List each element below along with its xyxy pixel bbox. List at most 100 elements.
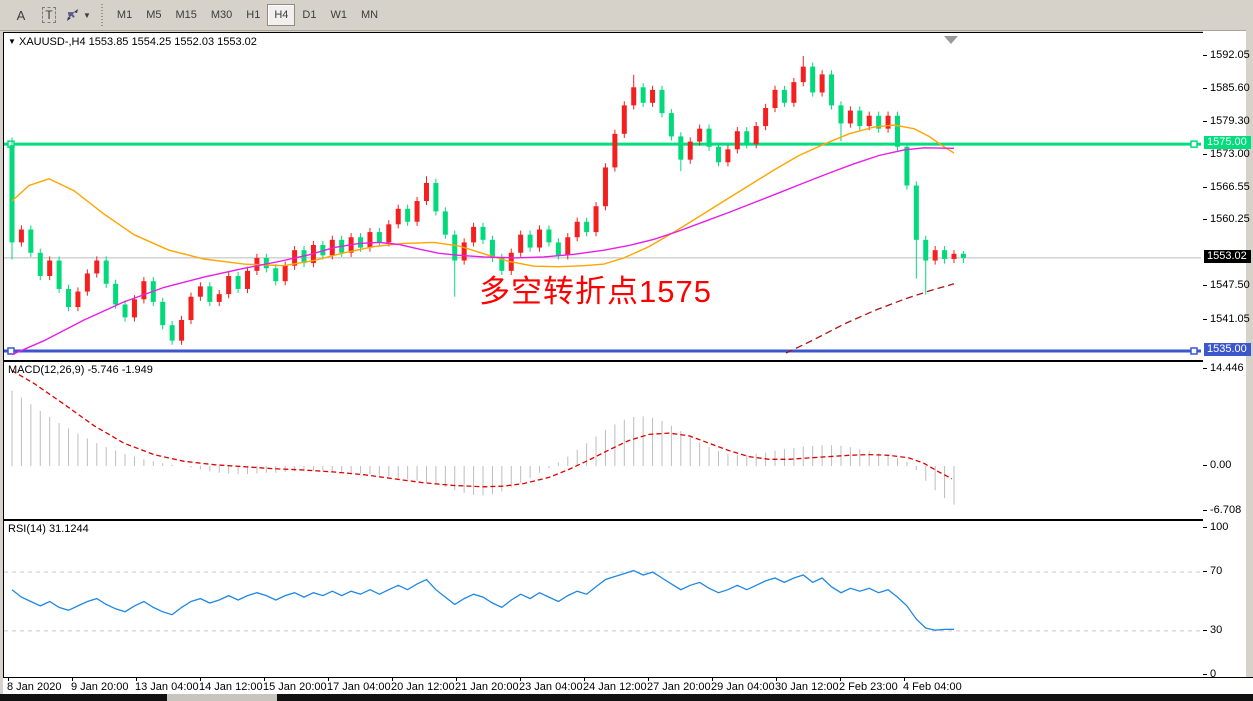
- chart-shift-marker-icon: [944, 36, 958, 44]
- time-tick-mark: [904, 678, 905, 681]
- macd-tick-mark: [1203, 368, 1207, 369]
- time-tick-mark: [328, 678, 329, 681]
- time-tick-mark: [264, 678, 265, 681]
- time-tick-mark: [72, 678, 73, 681]
- current-price-badge: 1553.02: [1204, 249, 1251, 263]
- macd-canvas[interactable]: [4, 362, 1201, 517]
- rsi-tick-30: 30: [1210, 623, 1223, 636]
- timeframe-button-m1[interactable]: M1: [116, 9, 133, 21]
- ma-orange-line: [11, 124, 955, 268]
- scrollbar-thumb[interactable]: [167, 694, 277, 701]
- rsi-panel[interactable]: [3, 520, 1204, 679]
- price-tick-mark: [1203, 318, 1207, 320]
- macd-tick--6.708: -6.708: [1210, 504, 1242, 517]
- price-tick-1566.55: 1566.55: [1210, 180, 1250, 193]
- price-tick-1585.60: 1585.60: [1210, 82, 1250, 95]
- time-label: 23 Jan 04:00: [519, 681, 583, 693]
- time-tick-mark: [840, 678, 841, 681]
- price-tick-1560.25: 1560.25: [1210, 213, 1250, 226]
- price-chart-canvas[interactable]: [4, 33, 1201, 358]
- rsi-label: RSI(14) 31.1244: [8, 523, 89, 535]
- price-tick-1579.30: 1579.30: [1210, 114, 1250, 127]
- time-label: 17 Jan 04:00: [327, 681, 391, 693]
- timeframe-button-d1[interactable]: D1: [302, 9, 317, 21]
- price-chart-panel[interactable]: [3, 32, 1204, 361]
- rsi-tick-mark: [1203, 571, 1207, 573]
- rsi-tick-mark: [1203, 527, 1207, 528]
- rsi-canvas[interactable]: [4, 521, 1201, 676]
- time-label: 21 Jan 20:00: [455, 681, 519, 693]
- timeframe-toolbar: M1 M5 M15 M30 H1 H4 D1 W1 MN: [110, 4, 385, 26]
- text-label-tool-button[interactable]: A: [16, 7, 26, 23]
- chart-annotation-text[interactable]: 多空转折点1575: [479, 274, 712, 309]
- time-label: 20 Jan 12:00: [391, 681, 455, 693]
- resistance-line-1575[interactable]: [4, 140, 1201, 148]
- price-tick-mark: [1203, 120, 1207, 122]
- time-label: 14 Jan 12:00: [199, 681, 263, 693]
- timeframe-button-mn[interactable]: MN: [360, 9, 379, 21]
- time-label: 2 Feb 23:00: [839, 681, 898, 693]
- rsi-tick-70: 70: [1210, 565, 1223, 578]
- ma-darkred-line: [785, 283, 955, 354]
- rsi-tick-mark: [1203, 674, 1207, 675]
- time-tick-mark: [200, 678, 201, 681]
- time-tick-mark: [712, 678, 713, 681]
- time-tick-mark: [392, 678, 393, 681]
- timeframe-button-h1[interactable]: H1: [246, 9, 261, 21]
- text-tool-icon: T: [42, 7, 56, 23]
- time-tick-mark: [584, 678, 585, 681]
- price-tick-mark: [1203, 186, 1207, 188]
- rsi-tick-0: 0: [1210, 668, 1217, 680]
- toolbar: A T ▼ M1 M5 M15 M30 H1 H4 D1 W1 MN: [0, 0, 1253, 31]
- timeframe-button-m5[interactable]: M5: [146, 9, 162, 21]
- dropdown-caret-icon: ▼: [83, 10, 91, 20]
- ma-magenta-line: [11, 147, 955, 356]
- symbol-ohlc-line[interactable]: ▼ XAUUSD-,H4 1553.85 1554.25 1552.03 155…: [8, 36, 257, 48]
- price-tick-1547.50: 1547.50: [1210, 279, 1250, 292]
- rsi-tick-100: 100: [1210, 521, 1229, 533]
- macd-tick-mark: [1203, 510, 1207, 512]
- macd-tick-14.446: 14.446: [1210, 362, 1244, 374]
- time-label: 4 Feb 04:00: [903, 681, 962, 693]
- timeframe-button-w1[interactable]: W1: [330, 9, 347, 21]
- time-tick-mark: [8, 678, 9, 681]
- horizontal-scrollbar[interactable]: [0, 694, 1253, 701]
- price-tick-1541.05: 1541.05: [1210, 312, 1250, 325]
- macd-label: MACD(12,26,9) -5.746 -1.949: [8, 364, 153, 376]
- support-line-1535[interactable]: [4, 347, 1201, 355]
- time-tick-mark: [520, 678, 521, 681]
- arrows-tool-button[interactable]: ▼: [64, 3, 92, 27]
- price-tick-1573.00: 1573.00: [1210, 147, 1250, 160]
- time-label: 13 Jan 04:00: [135, 681, 199, 693]
- price-tick-mark: [1203, 55, 1207, 56]
- timeframe-button-m30[interactable]: M30: [210, 9, 233, 21]
- time-tick-mark: [456, 678, 457, 681]
- timeframe-button-m15[interactable]: M15: [175, 9, 197, 21]
- toolbar-separator: [98, 4, 106, 26]
- price-tick-mark: [1203, 88, 1207, 90]
- time-label: 15 Jan 20:00: [263, 681, 327, 693]
- macd-tick-mark: [1203, 465, 1207, 466]
- time-label: 30 Jan 12:00: [775, 681, 839, 693]
- time-label: 27 Jan 20:00: [647, 681, 711, 693]
- price-tick-mark: [1203, 285, 1207, 287]
- rsi-tick-mark: [1203, 629, 1207, 631]
- time-tick-mark: [136, 678, 137, 681]
- time-label: 24 Jan 12:00: [583, 681, 647, 693]
- ohlc-toggle-icon[interactable]: ▼: [8, 37, 16, 46]
- time-tick-mark: [648, 678, 649, 681]
- macd-panel[interactable]: [3, 361, 1204, 520]
- arrows-icon: [67, 9, 78, 21]
- macd-tick-0.00: 0.00: [1210, 459, 1232, 471]
- time-label: 9 Jan 20:00: [71, 681, 129, 693]
- time-axis: 8 Jan 2020 9 Jan 20:00 13 Jan 04:00 14 Jan …: [3, 677, 1253, 694]
- time-label: 8 Jan 2020: [7, 681, 62, 693]
- resistance-level-badge: 1575.00: [1204, 136, 1251, 150]
- price-tick-mark: [1203, 153, 1207, 155]
- time-tick-mark: [776, 678, 777, 681]
- support-level-badge: 1535.00: [1204, 343, 1251, 356]
- macd-histogram: [11, 390, 955, 505]
- text-tool-button[interactable]: T: [36, 3, 62, 27]
- timeframe-button-h4[interactable]: H4: [267, 4, 296, 26]
